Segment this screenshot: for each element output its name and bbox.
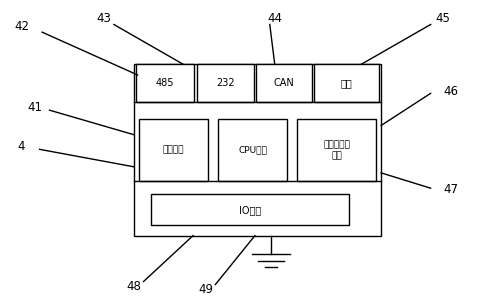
Bar [151,195,349,225]
Text: 48: 48 [126,280,141,293]
Bar [136,64,194,102]
Bar [297,119,376,181]
Text: 47: 47 [443,183,458,196]
Text: 49: 49 [198,283,213,296]
Text: 43: 43 [97,12,111,25]
Bar [218,119,287,181]
Bar [314,64,379,102]
Text: 以太: 以太 [341,78,352,88]
Bar [134,64,381,236]
Text: 44: 44 [267,12,282,25]
Text: 485: 485 [156,78,174,88]
Bar [139,119,208,181]
Bar [256,64,312,102]
Text: CAN: CAN [274,78,295,88]
Text: 41: 41 [27,101,42,114]
Text: 输出结果示
小灯: 输出结果示 小灯 [323,140,350,160]
Text: 4: 4 [17,140,25,153]
Bar [197,64,254,102]
Text: IO输出: IO输出 [239,205,261,215]
Text: 45: 45 [436,12,450,25]
Text: 42: 42 [15,20,30,32]
Text: 232: 232 [216,78,235,88]
Text: 46: 46 [443,85,458,98]
Text: CPU模块: CPU模块 [238,145,267,155]
Text: 电源模块: 电源模块 [162,145,184,155]
